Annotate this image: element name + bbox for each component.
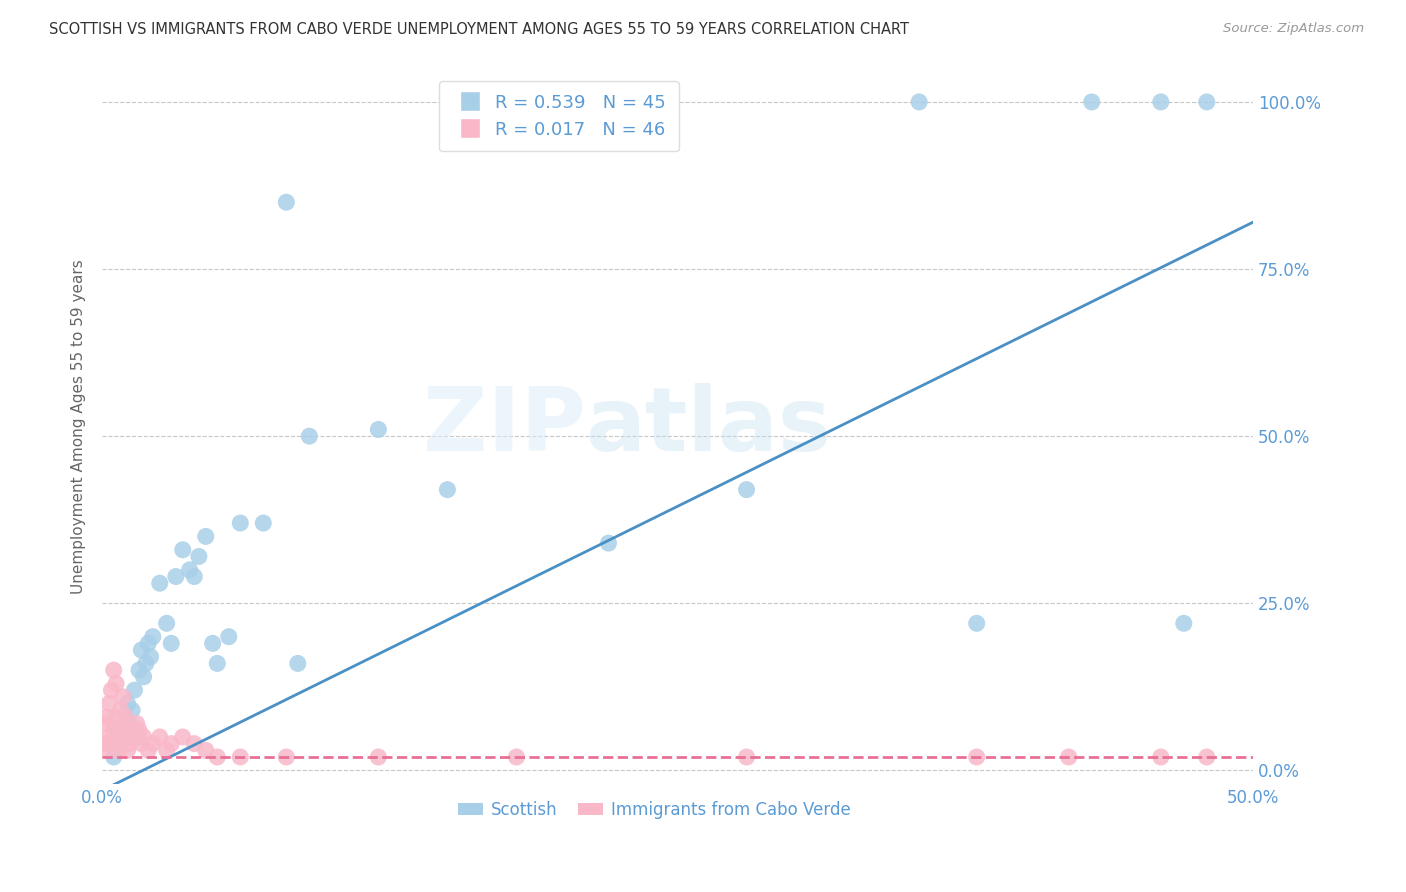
Point [229, 516, 252, 530]
Point [194, 743, 217, 757]
Point [96, 743, 118, 757]
Point [132, 670, 155, 684]
Point [96, 710, 118, 724]
Point [367, 422, 389, 436]
Point [124, 683, 146, 698]
Point [114, 710, 136, 724]
Point [194, 529, 217, 543]
Point [128, 723, 150, 738]
Point [131, 737, 153, 751]
Point [187, 549, 209, 564]
Y-axis label: Unemployment Among Ages 55 to 59 years: Unemployment Among Ages 55 to 59 years [72, 259, 86, 593]
Point [128, 663, 150, 677]
Point [505, 750, 527, 764]
Point [93, 737, 115, 751]
Point [1173, 616, 1195, 631]
Point [110, 737, 132, 751]
Point [276, 195, 298, 210]
Point [135, 657, 157, 671]
Point [252, 516, 274, 530]
Point [149, 730, 172, 744]
Point [229, 750, 252, 764]
Point [117, 743, 139, 757]
Point [172, 730, 194, 744]
Point [111, 730, 134, 744]
Text: ZIP: ZIP [423, 383, 585, 469]
Point [156, 743, 179, 757]
Point [367, 750, 389, 764]
Point [183, 569, 205, 583]
Legend: Scottish, Immigrants from Cabo Verde: Scottish, Immigrants from Cabo Verde [451, 794, 858, 825]
Point [93, 716, 115, 731]
Point [114, 730, 136, 744]
Point [1057, 750, 1080, 764]
Point [505, 95, 527, 109]
Point [1080, 95, 1102, 109]
Point [98, 697, 121, 711]
Point [156, 616, 179, 631]
Point [136, 636, 159, 650]
Point [125, 716, 148, 731]
Point [598, 536, 620, 550]
Point [114, 710, 136, 724]
Point [100, 683, 122, 698]
Point [107, 743, 129, 757]
Text: SCOTTISH VS IMMIGRANTS FROM CABO VERDE UNEMPLOYMENT AMONG AGES 55 TO 59 YEARS CO: SCOTTISH VS IMMIGRANTS FROM CABO VERDE U… [49, 22, 910, 37]
Point [183, 737, 205, 751]
Point [179, 563, 201, 577]
Point [118, 716, 141, 731]
Point [207, 750, 229, 764]
Point [287, 657, 309, 671]
Point [121, 703, 143, 717]
Point [966, 750, 988, 764]
Point [160, 737, 183, 751]
Point [110, 723, 132, 738]
Point [1195, 750, 1218, 764]
Point [110, 703, 132, 717]
Point [1150, 750, 1173, 764]
Point [966, 616, 988, 631]
Text: atlas: atlas [585, 383, 831, 469]
Point [218, 630, 240, 644]
Point [735, 750, 758, 764]
Point [111, 716, 134, 731]
Point [149, 576, 172, 591]
Point [98, 730, 121, 744]
Point [165, 569, 187, 583]
Point [100, 737, 122, 751]
Point [276, 750, 298, 764]
Point [111, 690, 134, 704]
Point [142, 737, 165, 751]
Point [136, 743, 159, 757]
Point [105, 710, 128, 724]
Point [124, 730, 146, 744]
Point [298, 429, 321, 443]
Point [125, 730, 148, 744]
Text: Source: ZipAtlas.com: Source: ZipAtlas.com [1223, 22, 1364, 36]
Point [172, 542, 194, 557]
Point [908, 95, 931, 109]
Point [139, 649, 162, 664]
Point [436, 483, 458, 497]
Point [201, 636, 224, 650]
Point [105, 676, 128, 690]
Point [735, 483, 758, 497]
Point [107, 737, 129, 751]
Point [118, 737, 141, 751]
Point [1195, 95, 1218, 109]
Point [117, 697, 139, 711]
Point [142, 630, 165, 644]
Point [107, 723, 129, 738]
Point [121, 723, 143, 738]
Point [131, 643, 153, 657]
Point [160, 636, 183, 650]
Point [103, 723, 125, 738]
Point [207, 657, 229, 671]
Point [132, 730, 155, 744]
Point [103, 663, 125, 677]
Point [103, 750, 125, 764]
Point [1150, 95, 1173, 109]
